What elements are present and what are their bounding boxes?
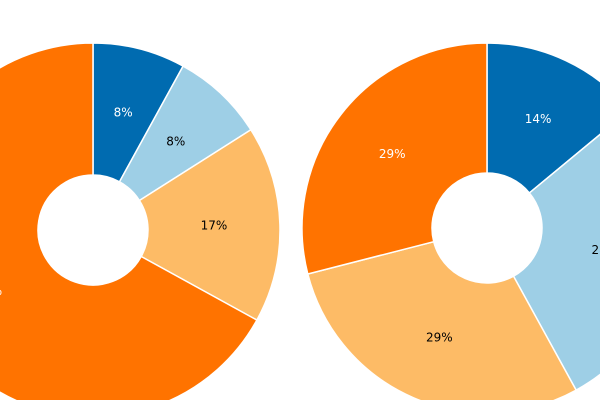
donut-segment <box>301 42 488 275</box>
data-label: 67% <box>0 284 2 298</box>
donut-segment <box>138 128 281 322</box>
data-label: 14% <box>525 112 552 126</box>
donut-segment <box>306 240 578 400</box>
data-label: 29% <box>379 147 406 161</box>
data-label: 8% <box>166 134 185 148</box>
data-label: 17% <box>201 219 228 233</box>
data-label: 8% <box>114 105 133 119</box>
data-label: 28% <box>592 243 600 257</box>
donut-segment <box>0 42 258 400</box>
data-label: 29% <box>426 331 453 345</box>
donut-segment <box>486 42 600 194</box>
donut-segment <box>512 133 600 392</box>
